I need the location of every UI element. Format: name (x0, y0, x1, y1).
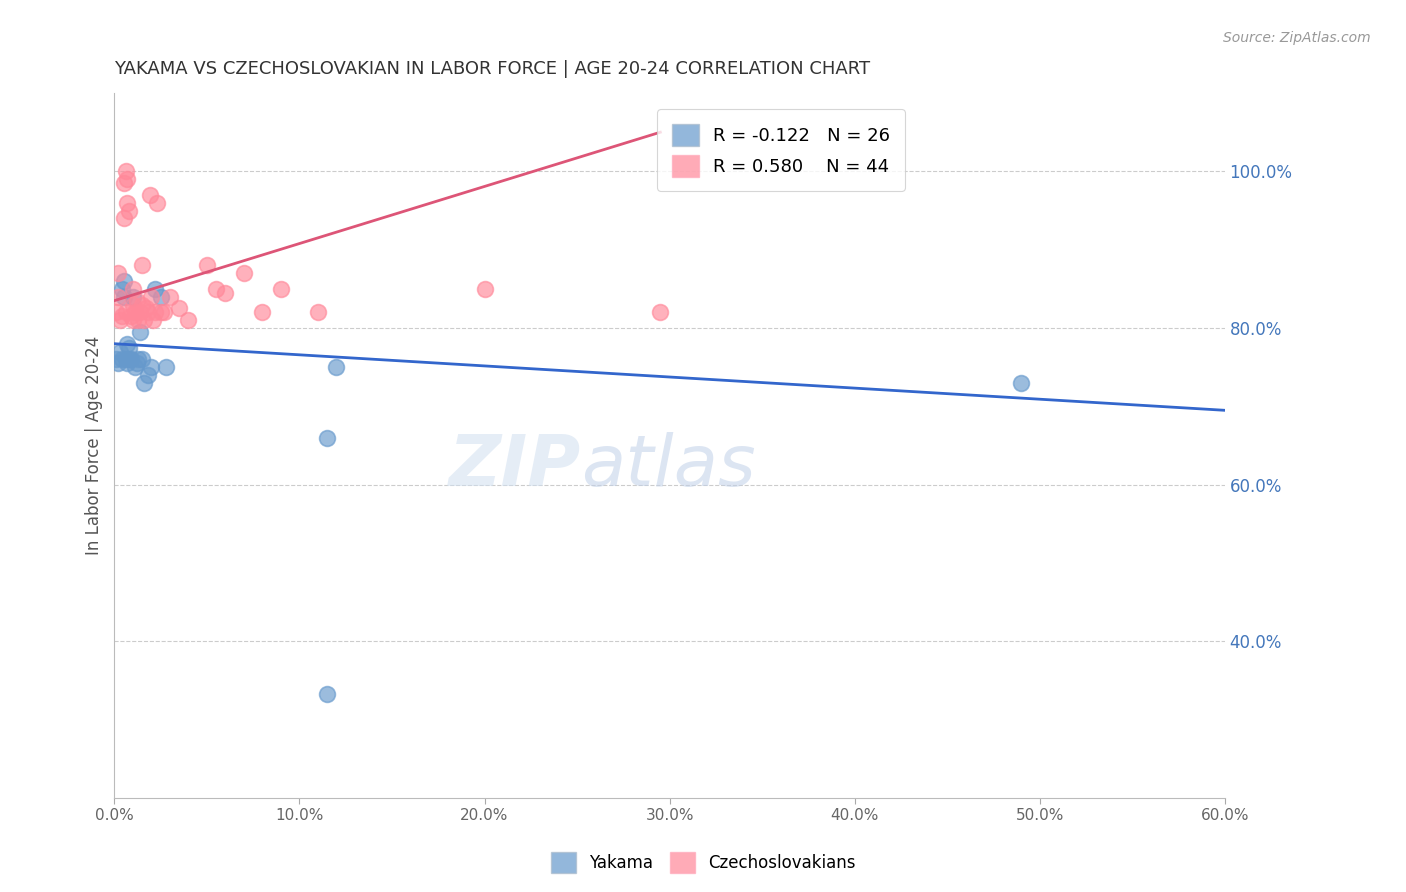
Point (132, 313, 155, 327)
Point (107, 266, 129, 280)
Point (112, 176, 135, 190)
Text: Source: ZipAtlas.com: Source: ZipAtlas.com (1223, 31, 1371, 45)
Point (127, 313, 149, 327)
Point (124, 305, 146, 319)
Point (136, 368, 159, 382)
Point (111, 282, 134, 296)
Point (108, 344, 131, 359)
Point (120, 352, 142, 367)
Point (141, 290, 163, 304)
Point (117, 336, 139, 351)
Point (125, 356, 148, 370)
Point (105, 305, 128, 319)
Point (474, 282, 496, 296)
Point (205, 282, 228, 296)
Point (127, 352, 149, 367)
Legend: R = -0.122   N = 26, R = 0.580    N = 44: R = -0.122 N = 26, R = 0.580 N = 44 (658, 109, 905, 191)
Point (316, 431, 339, 445)
Point (138, 187, 160, 202)
Point (118, 203, 141, 218)
Point (129, 305, 152, 319)
Point (122, 290, 145, 304)
Point (111, 310, 134, 324)
Point (120, 310, 142, 324)
Point (107, 290, 129, 304)
Legend: Yakama, Czechoslovakians: Yakama, Czechoslovakians (544, 846, 862, 880)
Point (252, 305, 274, 319)
Point (155, 360, 177, 375)
Point (112, 211, 135, 226)
Point (214, 285, 236, 300)
Point (114, 305, 136, 319)
Point (136, 305, 159, 319)
Point (149, 290, 172, 304)
Point (270, 282, 292, 296)
Point (122, 282, 145, 296)
Text: atlas: atlas (581, 433, 755, 501)
Point (132, 376, 155, 390)
Point (307, 305, 329, 319)
Point (124, 360, 146, 375)
Point (125, 293, 148, 308)
Point (143, 282, 166, 296)
Point (167, 301, 190, 316)
Point (233, 266, 256, 280)
Point (122, 313, 145, 327)
Point (122, 297, 145, 311)
Point (118, 352, 141, 367)
Point (177, 313, 200, 327)
Point (131, 297, 153, 311)
Point (142, 313, 165, 327)
Point (195, 259, 218, 273)
Point (159, 290, 181, 304)
Point (146, 195, 169, 210)
Point (131, 352, 153, 367)
Point (112, 290, 135, 304)
Text: ZIP: ZIP (449, 433, 581, 501)
Point (118, 341, 141, 355)
Point (153, 305, 176, 319)
Point (117, 356, 139, 370)
Point (105, 352, 128, 367)
Point (135, 301, 157, 316)
Point (107, 356, 129, 370)
Text: YAKAMA VS CZECHOSLOVAKIAN IN LABOR FORCE | AGE 20-24 CORRELATION CHART: YAKAMA VS CZECHOSLOVAKIAN IN LABOR FORCE… (114, 60, 870, 78)
Point (1010, 376, 1032, 390)
Point (112, 274, 135, 288)
Point (117, 172, 139, 186)
Point (111, 352, 134, 367)
Point (143, 305, 166, 319)
Point (325, 360, 347, 375)
Point (650, 305, 672, 319)
Y-axis label: In Labor Force | Age 20-24: In Labor Force | Age 20-24 (86, 336, 103, 555)
Point (114, 352, 136, 367)
Point (117, 195, 139, 210)
Point (129, 325, 152, 339)
Point (108, 313, 131, 327)
Point (114, 164, 136, 178)
Point (149, 305, 172, 319)
Point (131, 259, 153, 273)
Point (316, 687, 339, 701)
Point (141, 360, 163, 375)
